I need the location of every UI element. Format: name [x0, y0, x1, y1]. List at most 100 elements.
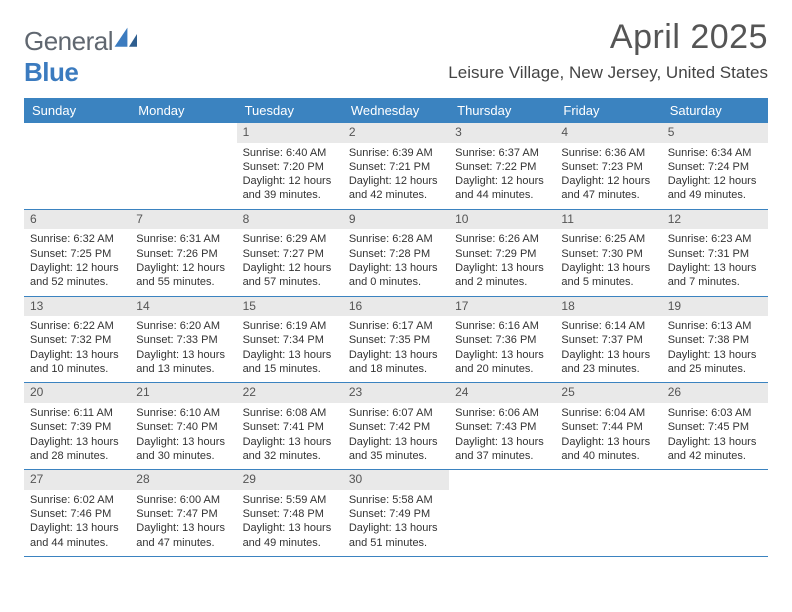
sunrise-line: Sunrise: 5:58 AM: [349, 493, 443, 507]
day-body: Sunrise: 6:02 AMSunset: 7:46 PMDaylight:…: [24, 490, 130, 556]
day-number: 23: [343, 383, 449, 403]
sunrise-line: Sunrise: 6:14 AM: [561, 319, 655, 333]
week-row: 6Sunrise: 6:32 AMSunset: 7:25 PMDaylight…: [24, 210, 768, 297]
sunset-line: Sunset: 7:25 PM: [30, 247, 124, 261]
sunrise-line: Sunrise: 6:40 AM: [243, 146, 337, 160]
sunrise-line: Sunrise: 6:36 AM: [561, 146, 655, 160]
daylight-line: Daylight: 13 hours and 15 minutes.: [243, 348, 337, 377]
day-body: Sunrise: 6:17 AMSunset: 7:35 PMDaylight:…: [343, 316, 449, 382]
sunset-line: Sunset: 7:37 PM: [561, 333, 655, 347]
day-body: Sunrise: 6:34 AMSunset: 7:24 PMDaylight:…: [662, 143, 768, 209]
day-cell: 14Sunrise: 6:20 AMSunset: 7:33 PMDayligh…: [130, 297, 236, 383]
logo-sail-icon: [113, 26, 145, 50]
sunrise-line: Sunrise: 6:25 AM: [561, 232, 655, 246]
day-body: Sunrise: 6:31 AMSunset: 7:26 PMDaylight:…: [130, 229, 236, 295]
day-number: 13: [24, 297, 130, 317]
sunset-line: Sunset: 7:27 PM: [243, 247, 337, 261]
sunset-line: Sunset: 7:47 PM: [136, 507, 230, 521]
day-body: Sunrise: 6:40 AMSunset: 7:20 PMDaylight:…: [237, 143, 343, 209]
daylight-line: Daylight: 13 hours and 37 minutes.: [455, 435, 549, 464]
sunrise-line: Sunrise: 6:31 AM: [136, 232, 230, 246]
day-body: Sunrise: 6:28 AMSunset: 7:28 PMDaylight:…: [343, 229, 449, 295]
sunrise-line: Sunrise: 6:08 AM: [243, 406, 337, 420]
day-body: Sunrise: 6:19 AMSunset: 7:34 PMDaylight:…: [237, 316, 343, 382]
sunset-line: Sunset: 7:39 PM: [30, 420, 124, 434]
sunset-line: Sunset: 7:30 PM: [561, 247, 655, 261]
day-cell: 27Sunrise: 6:02 AMSunset: 7:46 PMDayligh…: [24, 470, 130, 556]
day-number: 24: [449, 383, 555, 403]
sunrise-line: Sunrise: 6:22 AM: [30, 319, 124, 333]
sunset-line: Sunset: 7:21 PM: [349, 160, 443, 174]
day-cell: 23 Sunrise: 6:07 AMSunset: 7:42 PMDayligh…: [343, 383, 449, 469]
day-number: 12: [662, 210, 768, 230]
daylight-line: Daylight: 13 hours and 23 minutes.: [561, 348, 655, 377]
brand-name: GeneralBlue: [24, 26, 145, 88]
day-cell: 3Sunrise: 6:37 AMSunset: 7:22 PMDaylight…: [449, 123, 555, 209]
sunset-line: Sunset: 7:42 PM: [349, 420, 443, 434]
day-number: 18: [555, 297, 661, 317]
day-body: Sunrise: 6:04 AMSunset: 7:44 PMDaylight:…: [555, 403, 661, 469]
day-cell: 12Sunrise: 6:23 AMSunset: 7:31 PMDayligh…: [662, 210, 768, 296]
sunrise-line: Sunrise: 6:28 AM: [349, 232, 443, 246]
empty-cell: [130, 123, 236, 209]
day-cell: 20Sunrise: 6:11 AMSunset: 7:39 PMDayligh…: [24, 383, 130, 469]
sunrise-line: Sunrise: 6:20 AM: [136, 319, 230, 333]
day-number: 29: [237, 470, 343, 490]
day-number: 7: [130, 210, 236, 230]
sunset-line: Sunset: 7:35 PM: [349, 333, 443, 347]
day-number: 9: [343, 210, 449, 230]
day-body: Sunrise: 6:03 AMSunset: 7:45 PMDaylight:…: [662, 403, 768, 469]
day-cell: 2Sunrise: 6:39 AMSunset: 7:21 PMDaylight…: [343, 123, 449, 209]
sunset-line: Sunset: 7:29 PM: [455, 247, 549, 261]
daylight-line: Daylight: 13 hours and 42 minutes.: [668, 435, 762, 464]
sunset-line: Sunset: 7:46 PM: [30, 507, 124, 521]
daylight-line: Daylight: 12 hours and 47 minutes.: [561, 174, 655, 203]
sunset-line: Sunset: 7:44 PM: [561, 420, 655, 434]
day-body: Sunrise: 6:14 AMSunset: 7:37 PMDaylight:…: [555, 316, 661, 382]
day-number: 20: [24, 383, 130, 403]
daylight-line: Daylight: 12 hours and 39 minutes.: [243, 174, 337, 203]
sunset-line: Sunset: 7:20 PM: [243, 160, 337, 174]
sunrise-line: Sunrise: 6:39 AM: [349, 146, 443, 160]
day-body: Sunrise: 6:11 AMSunset: 7:39 PMDaylight:…: [24, 403, 130, 469]
day-body: Sunrise: 6:20 AMSunset: 7:33 PMDaylight:…: [130, 316, 236, 382]
day-body: Sunrise: 6:10 AMSunset: 7:40 PMDaylight:…: [130, 403, 236, 469]
day-cell: 22Sunrise: 6:08 AMSunset: 7:41 PMDayligh…: [237, 383, 343, 469]
daylight-line: Daylight: 13 hours and 25 minutes.: [668, 348, 762, 377]
day-body: Sunrise: 6:22 AMSunset: 7:32 PMDaylight:…: [24, 316, 130, 382]
sunset-line: Sunset: 7:45 PM: [668, 420, 762, 434]
daylight-line: Daylight: 13 hours and 44 minutes.: [30, 521, 124, 550]
day-number: 16: [343, 297, 449, 317]
brand-part1: General: [24, 26, 113, 56]
sunrise-line: Sunrise: 6:19 AM: [243, 319, 337, 333]
day-number: 4: [555, 123, 661, 143]
daylight-line: Daylight: 13 hours and 47 minutes.: [136, 521, 230, 550]
sunrise-line: Sunrise: 6:06 AM: [455, 406, 549, 420]
day-number: 21: [130, 383, 236, 403]
sunrise-line: Sunrise: 6:04 AM: [561, 406, 655, 420]
sunset-line: Sunset: 7:28 PM: [349, 247, 443, 261]
day-cell: 26Sunrise: 6:03 AMSunset: 7:45 PMDayligh…: [662, 383, 768, 469]
month-title: April 2025: [448, 18, 768, 57]
daylight-line: Daylight: 13 hours and 49 minutes.: [243, 521, 337, 550]
day-number: 22: [237, 383, 343, 403]
day-number: 25: [555, 383, 661, 403]
sunrise-line: Sunrise: 6:32 AM: [30, 232, 124, 246]
day-cell: 21Sunrise: 6:10 AMSunset: 7:40 PMDayligh…: [130, 383, 236, 469]
day-number: 11: [555, 210, 661, 230]
day-body: Sunrise: 6:39 AMSunset: 7:21 PMDaylight:…: [343, 143, 449, 209]
brand-logo: GeneralBlue: [24, 18, 145, 88]
day-number: 17: [449, 297, 555, 317]
sunrise-line: Sunrise: 6:03 AM: [668, 406, 762, 420]
sunrise-line: Sunrise: 6:13 AM: [668, 319, 762, 333]
sunset-line: Sunset: 7:24 PM: [668, 160, 762, 174]
sunset-line: Sunset: 7:43 PM: [455, 420, 549, 434]
sunset-line: Sunset: 7:33 PM: [136, 333, 230, 347]
day-number: 5: [662, 123, 768, 143]
location-text: Leisure Village, New Jersey, United Stat…: [448, 63, 768, 83]
daylight-line: Daylight: 13 hours and 35 minutes.: [349, 435, 443, 464]
daylight-line: Daylight: 13 hours and 2 minutes.: [455, 261, 549, 290]
daylight-line: Daylight: 12 hours and 44 minutes.: [455, 174, 549, 203]
sunrise-line: Sunrise: 6:07 AM: [349, 406, 443, 420]
day-number: 2: [343, 123, 449, 143]
